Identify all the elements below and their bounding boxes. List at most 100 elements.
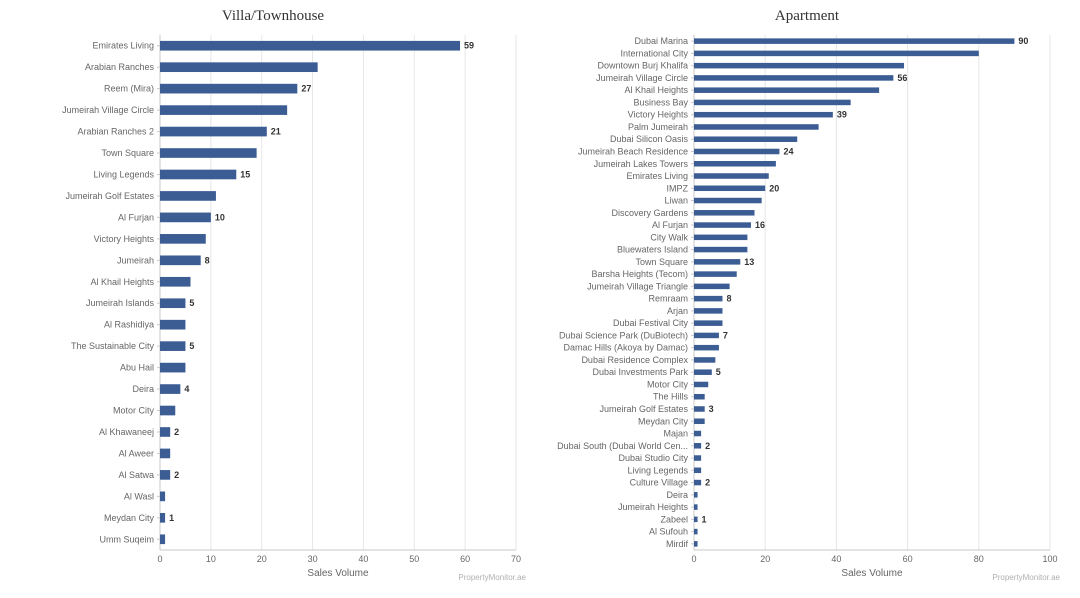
right-bar bbox=[694, 161, 776, 167]
right-value-label: 20 bbox=[769, 183, 779, 193]
right-bar bbox=[694, 431, 701, 437]
left-value-label: 4 bbox=[184, 384, 189, 394]
left-bar bbox=[160, 105, 287, 115]
left-category-label: The Sustainable City bbox=[71, 341, 155, 351]
right-value-label: 16 bbox=[755, 220, 765, 230]
left-x-tick: 40 bbox=[358, 554, 368, 564]
left-category-label: Town Square bbox=[101, 148, 154, 158]
page: Villa/Townhouse 010203040506070Sales Vol… bbox=[0, 0, 1080, 598]
left-category-label: Al Khail Heights bbox=[90, 277, 154, 287]
left-bar bbox=[160, 62, 318, 72]
right-category-label: The Hills bbox=[653, 392, 689, 402]
left-category-label: Meydan City bbox=[104, 513, 155, 523]
right-bar bbox=[694, 271, 737, 277]
left-bar bbox=[160, 406, 175, 416]
right-category-label: Jumeirah Golf Estates bbox=[599, 404, 688, 414]
right-category-label: Remraam bbox=[648, 294, 688, 304]
right-bar bbox=[694, 345, 719, 351]
right-value-label: 13 bbox=[744, 257, 754, 267]
right-category-label: Victory Heights bbox=[628, 110, 689, 120]
right-category-label: Al Furjan bbox=[652, 220, 688, 230]
left-bar bbox=[160, 534, 165, 544]
left-value-label: 21 bbox=[271, 127, 281, 137]
left-value-label: 5 bbox=[189, 298, 194, 308]
right-value-label: 7 bbox=[723, 330, 728, 340]
right-bar bbox=[694, 247, 747, 253]
left-bar bbox=[160, 234, 206, 244]
right-category-label: Dubai Residence Complex bbox=[581, 355, 688, 365]
right-bar bbox=[694, 222, 751, 228]
left-category-label: Jumeirah Village Circle bbox=[62, 105, 154, 115]
left-bar bbox=[160, 277, 191, 287]
left-category-label: Arabian Ranches 2 bbox=[77, 127, 154, 137]
right-category-label: Deira bbox=[666, 490, 688, 500]
right-bar bbox=[694, 210, 755, 216]
right-bar bbox=[694, 357, 715, 363]
right-value-label: 90 bbox=[1018, 36, 1028, 46]
right-category-label: Jumeirah Lakes Towers bbox=[594, 159, 689, 169]
right-bar bbox=[694, 382, 708, 388]
right-chart-area: 020406080100Sales VolumeDubai Marina90In… bbox=[544, 31, 1070, 584]
right-bar bbox=[694, 284, 730, 290]
right-bar bbox=[694, 480, 701, 486]
left-category-label: Al Khawaneej bbox=[99, 427, 154, 437]
right-value-label: 1 bbox=[702, 514, 707, 524]
right-category-label: Majan bbox=[663, 429, 688, 439]
right-bar bbox=[694, 296, 722, 302]
left-category-label: Umm Suqeim bbox=[99, 534, 154, 544]
right-category-label: Jumeirah Village Triangle bbox=[587, 281, 688, 291]
right-bar bbox=[694, 529, 698, 535]
left-value-label: 2 bbox=[174, 470, 179, 480]
right-category-label: Discovery Gardens bbox=[611, 208, 688, 218]
left-category-label: Deira bbox=[132, 384, 154, 394]
left-category-label: Victory Heights bbox=[94, 234, 155, 244]
right-bar bbox=[694, 259, 740, 265]
right-bar bbox=[694, 320, 722, 326]
right-bar bbox=[694, 173, 769, 179]
right-value-label: 5 bbox=[716, 367, 721, 377]
left-bar bbox=[160, 427, 170, 437]
right-category-label: Liwan bbox=[664, 196, 688, 206]
right-bar bbox=[694, 186, 765, 192]
left-x-tick: 70 bbox=[511, 554, 521, 564]
right-bar bbox=[694, 418, 705, 424]
right-category-label: IMPZ bbox=[667, 183, 689, 193]
left-bar bbox=[160, 470, 170, 480]
right-category-label: Jumeirah Heights bbox=[618, 502, 689, 512]
right-bar bbox=[694, 38, 1014, 44]
right-category-label: Jumeirah Beach Residence bbox=[578, 146, 688, 156]
right-category-label: Dubai Silicon Oasis bbox=[610, 134, 689, 144]
left-x-tick: 0 bbox=[157, 554, 162, 564]
source-text-left: PropertyMonitor.ae bbox=[458, 573, 526, 582]
right-value-label: 39 bbox=[837, 110, 847, 120]
right-category-label: Arjan bbox=[667, 306, 688, 316]
left-bar bbox=[160, 449, 170, 459]
right-category-label: Living Legends bbox=[627, 465, 688, 475]
right-value-label: 24 bbox=[783, 146, 793, 156]
left-bar bbox=[160, 363, 185, 373]
left-value-label: 15 bbox=[240, 169, 250, 179]
left-x-tick: 10 bbox=[206, 554, 216, 564]
right-bar bbox=[694, 468, 701, 474]
left-bar bbox=[160, 255, 201, 265]
right-value-label: 3 bbox=[709, 404, 714, 414]
right-category-label: City Walk bbox=[650, 232, 688, 242]
right-panel: Apartment 020406080100Sales VolumeDubai … bbox=[544, 8, 1070, 584]
source-text-right: PropertyMonitor.ae bbox=[992, 573, 1060, 582]
right-x-tick: 60 bbox=[903, 554, 913, 564]
right-category-label: Emirates Living bbox=[626, 171, 688, 181]
right-x-tick: 20 bbox=[760, 554, 770, 564]
right-chart-svg: 020406080100Sales VolumeDubai Marina90In… bbox=[544, 31, 1070, 584]
right-category-label: Mirdif bbox=[666, 539, 688, 549]
left-chart-area: 010203040506070Sales VolumeEmirates Livi… bbox=[10, 31, 536, 584]
left-x-tick: 30 bbox=[308, 554, 318, 564]
right-value-label: 56 bbox=[897, 73, 907, 83]
left-category-label: Al Satwa bbox=[118, 470, 154, 480]
right-chart-title: Apartment bbox=[544, 8, 1070, 25]
right-value-label: 8 bbox=[726, 294, 731, 304]
left-category-label: Al Furjan bbox=[118, 212, 154, 222]
right-category-label: Bluewaters Island bbox=[617, 245, 688, 255]
right-bar bbox=[694, 87, 879, 93]
right-category-label: Dubai Marina bbox=[634, 36, 688, 46]
right-x-tick: 100 bbox=[1042, 554, 1057, 564]
